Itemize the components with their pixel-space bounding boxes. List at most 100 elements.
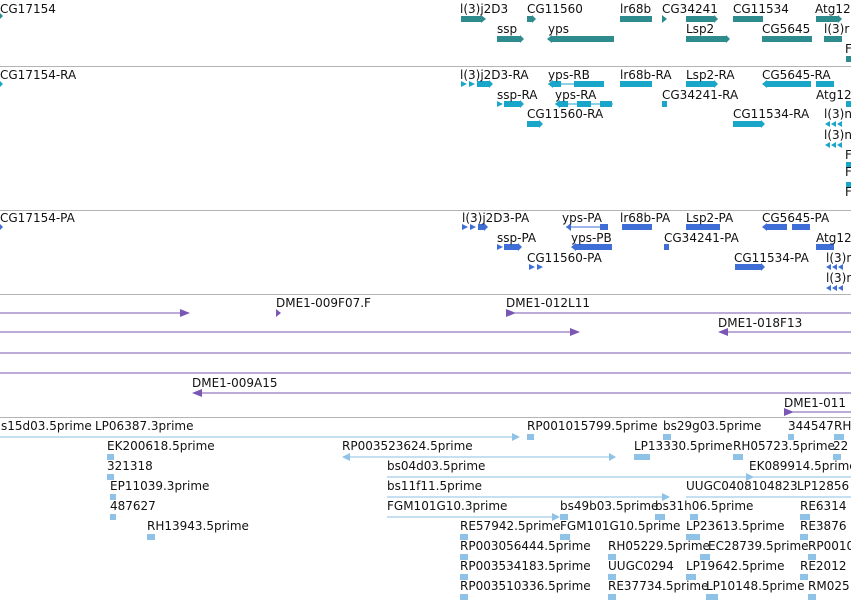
gene-label[interactable]: l(3)r [824, 22, 850, 36]
est-feature[interactable] [560, 514, 568, 520]
transcript-label[interactable]: yps-RB [548, 68, 590, 82]
transcript-feature[interactable] [548, 80, 553, 88]
transcript-label[interactable]: Lsp2-RA [686, 68, 735, 82]
transcript-label[interactable]: l(3)n [824, 107, 851, 121]
est-feature[interactable] [107, 454, 114, 460]
clone-end[interactable] [276, 309, 281, 317]
clone-end[interactable] [570, 328, 580, 336]
transcript-feature[interactable] [600, 101, 612, 107]
transcript-label[interactable]: ssp-RA [497, 88, 538, 102]
clone-label[interactable]: DME1-009F07.F [276, 296, 371, 310]
est-feature[interactable] [107, 474, 114, 480]
transcript-label[interactable]: F [845, 165, 851, 179]
est-label[interactable]: LP12856 [797, 479, 850, 493]
gene-label[interactable]: ssp [497, 22, 518, 36]
est-label[interactable]: RE6314 [800, 499, 847, 513]
est-label[interactable]: EK200618.5prime [107, 439, 215, 453]
protein-label[interactable]: Atg12 [816, 231, 851, 245]
protein-label[interactable]: lr68b-PA [620, 211, 671, 225]
est-feature[interactable] [788, 434, 794, 440]
transcript-label[interactable]: CG5645-RA [762, 68, 831, 82]
transcript-label[interactable]: CG17154-RA [0, 68, 77, 82]
est-feature[interactable] [460, 534, 468, 540]
est-label[interactable]: 344547 [788, 419, 834, 433]
est-end[interactable] [662, 493, 670, 501]
protein-feature[interactable] [0, 224, 3, 230]
est-label[interactable]: FGM101G10.3prime [387, 499, 508, 513]
est-label[interactable]: s15d03.5prime [1, 419, 92, 433]
gene-feature[interactable] [824, 36, 842, 42]
protein-feature[interactable] [762, 223, 767, 231]
transcript-feature[interactable] [560, 101, 568, 107]
est-feature[interactable] [808, 554, 816, 560]
est-feature[interactable] [460, 554, 468, 560]
gene-label[interactable]: l(3)j2D3 [460, 2, 509, 16]
est-label[interactable]: 321318 [107, 459, 153, 473]
est-label[interactable]: bs31h06.5prime [655, 499, 754, 513]
protein-label[interactable]: ssp-PA [497, 231, 537, 245]
est-feature[interactable] [700, 554, 710, 560]
transcript-label[interactable]: Atg12 [816, 88, 851, 102]
transcript-feature[interactable] [489, 80, 493, 88]
est-feature[interactable] [527, 434, 534, 440]
est-feature[interactable] [110, 514, 116, 520]
gene-feature[interactable] [726, 35, 730, 43]
transcript-feature[interactable] [846, 182, 851, 188]
transcript-feature[interactable] [539, 120, 543, 128]
gene-label[interactable]: CG11560 [527, 2, 583, 16]
est-feature[interactable] [834, 434, 844, 440]
gene-feature[interactable] [532, 15, 536, 23]
protein-feature[interactable] [838, 264, 843, 270]
est-label[interactable]: bs49b03.5prime [560, 499, 659, 513]
clone-end[interactable] [506, 309, 516, 317]
transcript-feature[interactable] [837, 121, 842, 127]
protein-feature[interactable] [571, 243, 576, 251]
transcript-label[interactable]: l(3)j2D3-RA [460, 68, 529, 82]
transcript-feature[interactable] [816, 81, 834, 87]
transcript-feature[interactable] [520, 100, 524, 108]
protein-feature[interactable] [664, 244, 669, 250]
est-label[interactable]: RH13943.5prime [147, 519, 249, 533]
protein-label[interactable]: Lsp2-PA [686, 211, 734, 225]
est-label[interactable]: RE2012 [800, 559, 847, 573]
protein-label[interactable]: yps-PA [562, 211, 602, 225]
transcript-feature[interactable] [825, 121, 830, 127]
protein-feature[interactable] [735, 264, 761, 270]
transcript-feature[interactable] [504, 101, 520, 107]
gene-feature[interactable] [838, 15, 842, 23]
est-feature[interactable] [706, 594, 718, 600]
transcript-label[interactable]: CG11534-RA [733, 107, 810, 121]
protein-feature[interactable] [504, 244, 518, 250]
gene-label[interactable]: CG5645 [762, 22, 811, 36]
gene-feature[interactable] [686, 16, 714, 22]
gene-feature[interactable] [762, 36, 812, 42]
est-label[interactable]: RH05229.5prime [608, 539, 710, 553]
transcript-feature[interactable] [469, 81, 475, 87]
protein-feature[interactable] [529, 264, 535, 270]
est-label[interactable]: RP003510336.5prime [460, 579, 591, 593]
transcript-label[interactable]: F [845, 185, 851, 199]
est-label[interactable]: RE3876 [800, 519, 847, 533]
est-feature[interactable] [808, 594, 816, 600]
est-label[interactable]: RE37734.5prime [608, 579, 709, 593]
est-label[interactable]: bs04d03.5prime [387, 459, 486, 473]
est-feature[interactable] [608, 574, 616, 580]
est-feature[interactable] [634, 454, 650, 460]
gene-label[interactable]: F [845, 42, 851, 56]
protein-feature[interactable] [537, 264, 543, 270]
transcript-feature[interactable] [831, 121, 836, 127]
est-label[interactable]: UUGC0294 [608, 559, 674, 573]
gene-feature[interactable] [714, 15, 718, 23]
gene-feature[interactable] [686, 36, 726, 42]
clone-end[interactable] [718, 328, 728, 336]
transcript-feature[interactable] [577, 101, 591, 107]
clone-label[interactable]: DME1-009A15 [192, 376, 278, 390]
protein-feature[interactable] [826, 264, 831, 270]
gene-label[interactable]: CG34241 [662, 2, 718, 16]
est-feature[interactable] [833, 454, 841, 460]
gene-feature[interactable] [552, 36, 614, 42]
est-feature[interactable] [686, 534, 700, 540]
transcript-label[interactable]: yps-RA [555, 88, 597, 102]
est-feature[interactable] [733, 454, 743, 460]
transcript-label[interactable]: F [845, 148, 851, 162]
